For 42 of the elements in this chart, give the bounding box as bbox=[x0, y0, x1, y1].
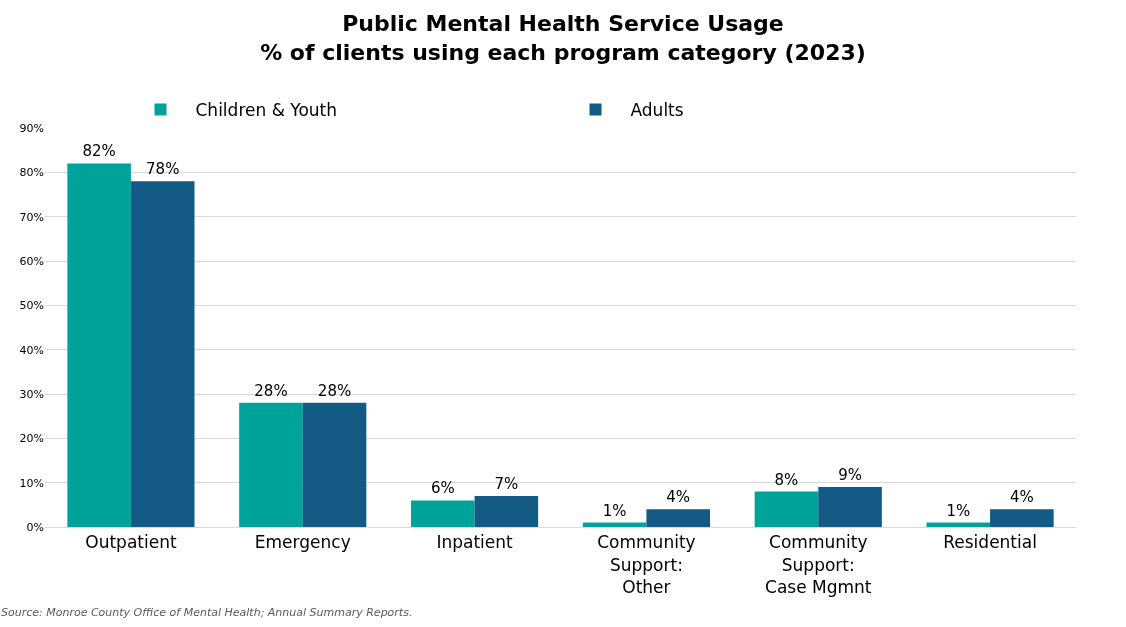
x-tick-label: Emergency bbox=[254, 532, 351, 553]
data-label: 1% bbox=[946, 501, 971, 520]
data-label: 82% bbox=[82, 142, 116, 161]
y-tick-label: 80% bbox=[19, 166, 44, 180]
x-tick-label: Outpatient bbox=[85, 532, 177, 553]
bar bbox=[474, 495, 539, 527]
y-tick-label: 40% bbox=[19, 343, 44, 357]
x-tick-label: Residential bbox=[943, 532, 1037, 553]
y-tick-label: 20% bbox=[19, 432, 44, 446]
data-label: 7% bbox=[494, 474, 519, 493]
data-label: 4% bbox=[666, 488, 691, 507]
legend-label: Children & Youth bbox=[195, 100, 338, 121]
data-label: 1% bbox=[602, 501, 627, 520]
data-label: 78% bbox=[146, 160, 180, 179]
data-label: 28% bbox=[317, 381, 352, 400]
data-label: 4% bbox=[1009, 488, 1034, 507]
x-tick-label: Community Support: Case Mgmnt bbox=[765, 532, 872, 597]
bar bbox=[302, 402, 367, 527]
data-label: 9% bbox=[838, 466, 862, 485]
chart-title: Public Mental Health Service Usage % of clients using each program category (2023) bbox=[260, 11, 866, 65]
y-tick-label: 70% bbox=[19, 210, 44, 224]
bar bbox=[239, 402, 303, 527]
x-tick-label: Community Support: Other bbox=[597, 532, 696, 597]
bar bbox=[990, 509, 1054, 527]
legend-label: Adults bbox=[630, 100, 684, 121]
bar bbox=[411, 500, 475, 527]
y-tick-label: 50% bbox=[19, 299, 44, 313]
y-tick-label: 10% bbox=[19, 476, 44, 490]
source-note: Source: Monroe County Office of Mental Health; Annual Summary Reports. bbox=[1, 606, 413, 619]
data-label: 6% bbox=[430, 479, 455, 498]
bar bbox=[646, 509, 710, 527]
data-label: 8% bbox=[774, 470, 799, 489]
bar bbox=[130, 181, 195, 527]
bar bbox=[754, 491, 819, 527]
y-tick-label: 60% bbox=[19, 254, 44, 268]
x-tick-label: Inpatient bbox=[436, 532, 514, 553]
y-tick-label: 30% bbox=[19, 387, 44, 401]
data-label: 28% bbox=[254, 381, 288, 400]
y-tick-label: 90% bbox=[19, 121, 44, 135]
bar bbox=[818, 487, 882, 527]
y-tick-label: 0% bbox=[26, 520, 44, 534]
bar bbox=[67, 163, 131, 527]
